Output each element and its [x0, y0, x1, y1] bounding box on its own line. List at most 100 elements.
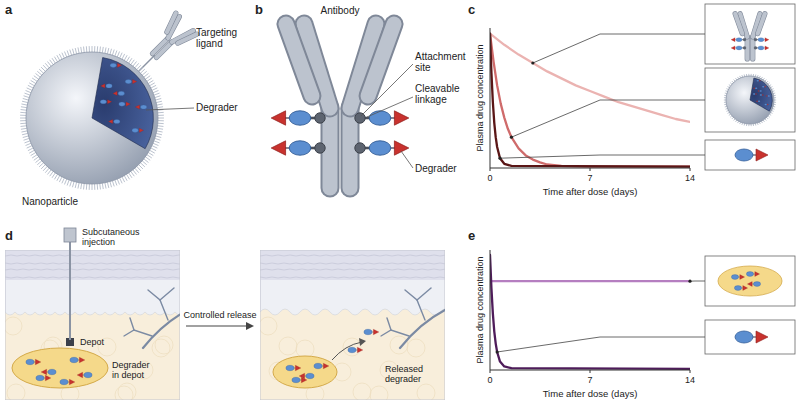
- degrader-warhead: [747, 282, 752, 287]
- degrader-icon: [757, 80, 761, 82]
- x-tick-label: 0: [487, 375, 492, 385]
- degrader-warhead: [126, 102, 130, 106]
- surface-chain: [54, 57, 57, 62]
- nanoparticle-shell: [726, 76, 774, 124]
- degrader-icon: [758, 38, 769, 42]
- chain-outline: [162, 13, 181, 32]
- degrader-icon: [762, 86, 766, 88]
- degrader-warhead: [765, 86, 767, 88]
- degrader-warhead: [756, 331, 768, 343]
- surface-chain: [32, 78, 37, 81]
- surface-chain: [97, 46, 98, 52]
- attachment-site: [754, 46, 757, 49]
- dermis: [5, 250, 180, 315]
- degrader-icon: [60, 379, 75, 384]
- surface-chain: [157, 106, 163, 108]
- surface-chain: [52, 58, 55, 63]
- surface-chain: [105, 183, 106, 189]
- blood-vessel: [124, 288, 180, 348]
- surface-chain: [155, 138, 161, 140]
- nanoparticle-core: [92, 58, 153, 149]
- degrader-warhead: [394, 111, 408, 125]
- legend-box: [705, 256, 795, 306]
- surface-chain: [25, 93, 31, 95]
- degrader-ligand: [734, 286, 741, 291]
- degrader-ligand: [762, 86, 764, 88]
- depot-icon: [718, 266, 782, 296]
- surface-chain: [57, 176, 60, 181]
- surface-chain: [89, 46, 90, 52]
- surface-chain: [45, 63, 49, 68]
- surface-chain: [135, 168, 139, 173]
- degrader-icon: [314, 363, 329, 368]
- surface-chain: [67, 51, 69, 57]
- fat-cell: [417, 384, 435, 400]
- skin-layer: [260, 269, 445, 270]
- label-line: Targeting: [196, 27, 237, 38]
- degrader-warhead: [756, 93, 758, 95]
- x-tick: [490, 370, 491, 373]
- chain: [156, 42, 172, 58]
- degrader-warhead: [731, 38, 735, 42]
- leader-line: [511, 100, 705, 137]
- surface-chain: [24, 138, 30, 140]
- degrader-ligand: [736, 46, 742, 50]
- surface-chain: [112, 181, 114, 187]
- surface-chain: [70, 181, 72, 187]
- surface-chain: [47, 170, 51, 175]
- blood-vessel: [381, 288, 445, 348]
- degrader-icon: [731, 38, 742, 42]
- surface-chain: [21, 109, 27, 111]
- degrader-warhead: [77, 372, 82, 377]
- label-line: Cleavable: [415, 83, 460, 94]
- surface-chain: [24, 96, 30, 98]
- nanoparticle-icon: [20, 46, 164, 190]
- chain: [162, 13, 181, 32]
- leader-line: [533, 34, 705, 63]
- degrader-icon: [113, 91, 124, 95]
- degrader-ligand: [746, 272, 753, 277]
- degrader-icon: [271, 111, 311, 125]
- degrader-icon: [746, 272, 759, 277]
- surface-chain: [20, 115, 26, 116]
- surface-chain: [131, 60, 134, 65]
- degrader-ligand: [760, 90, 762, 92]
- arrow-shaft: [186, 325, 248, 326]
- surface-chain: [29, 83, 34, 86]
- surface-chain: [62, 178, 64, 183]
- attachment-site: [743, 46, 746, 49]
- panel-letter: a: [5, 2, 13, 17]
- surface-chain: [129, 58, 132, 63]
- data-line: [490, 34, 690, 122]
- skin-layer: [5, 255, 180, 256]
- degrader-ligand: [731, 275, 738, 280]
- syringe-hub: [64, 228, 76, 242]
- vessel-branch: [400, 310, 445, 348]
- degrader-warhead: [765, 46, 769, 50]
- surface-chain: [47, 62, 51, 67]
- chart: e0714Time after dose (days)Plasma drug c…: [468, 228, 795, 399]
- vessel-branch: [148, 290, 168, 320]
- degrader-ligand: [36, 375, 44, 380]
- surface-chain: [32, 155, 37, 158]
- surface-chain: [92, 184, 93, 190]
- degrader-warhead: [69, 379, 74, 384]
- surface-chain: [99, 184, 101, 190]
- y-axis: [490, 250, 491, 370]
- x-axis-label: Time after dose (days): [543, 186, 638, 197]
- degrader-warhead: [35, 359, 40, 364]
- surface-chain: [52, 173, 55, 178]
- surface-chain: [120, 178, 122, 183]
- surface-chain: [21, 106, 27, 108]
- chain: [178, 29, 197, 48]
- vessel-branch: [130, 318, 134, 330]
- degrader-warhead: [767, 104, 769, 106]
- degrader-ligand: [106, 84, 112, 88]
- leader-line: [500, 155, 705, 158]
- degrader-icon: [758, 90, 762, 92]
- surface-chain: [133, 170, 137, 175]
- degrader-warhead: [295, 365, 300, 370]
- hypodermis: [5, 250, 180, 400]
- surface-chain: [120, 53, 122, 58]
- surface-chain: [147, 78, 152, 81]
